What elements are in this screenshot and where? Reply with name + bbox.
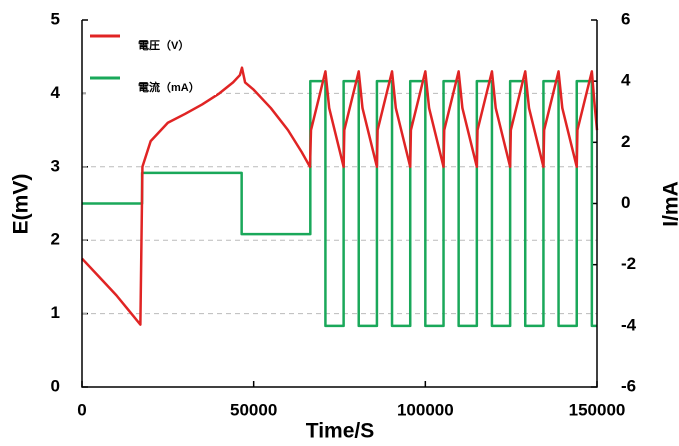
data-line xyxy=(82,79,597,328)
y-tick-label: 1 xyxy=(51,303,60,322)
x-axis-title: Time/S xyxy=(306,420,374,443)
y-tick-label: 2 xyxy=(51,230,60,249)
data-line xyxy=(81,66,599,326)
y-axis-title: E(mV) xyxy=(10,174,33,235)
y2-tick-label: -6 xyxy=(621,376,636,395)
y2-tick-label: 0 xyxy=(621,193,630,212)
y-tick-label: 3 xyxy=(51,156,60,175)
y2-tick-label: 2 xyxy=(621,132,630,151)
y-tick-label: 5 xyxy=(51,9,60,28)
legend-label: 電圧（V） xyxy=(138,39,189,52)
axis-frame xyxy=(81,20,598,388)
x-tick-label: 100000 xyxy=(397,400,454,419)
y-tick-label: 0 xyxy=(51,376,60,395)
x-tick-label: 50000 xyxy=(230,400,277,419)
y2-tick-label: -2 xyxy=(621,254,636,273)
y2-axis-title: I/mA xyxy=(660,181,679,227)
x-tick-label: 0 xyxy=(77,400,86,419)
legend-label: 電流（mA） xyxy=(138,80,200,94)
y2-tick-label: 4 xyxy=(621,71,631,90)
legend-box xyxy=(86,22,216,95)
x-tick-label: 150000 xyxy=(569,400,626,419)
y2-tick-label: 6 xyxy=(621,9,630,28)
y2-tick-label: -4 xyxy=(621,315,637,334)
y-tick-label: 4 xyxy=(51,83,61,102)
